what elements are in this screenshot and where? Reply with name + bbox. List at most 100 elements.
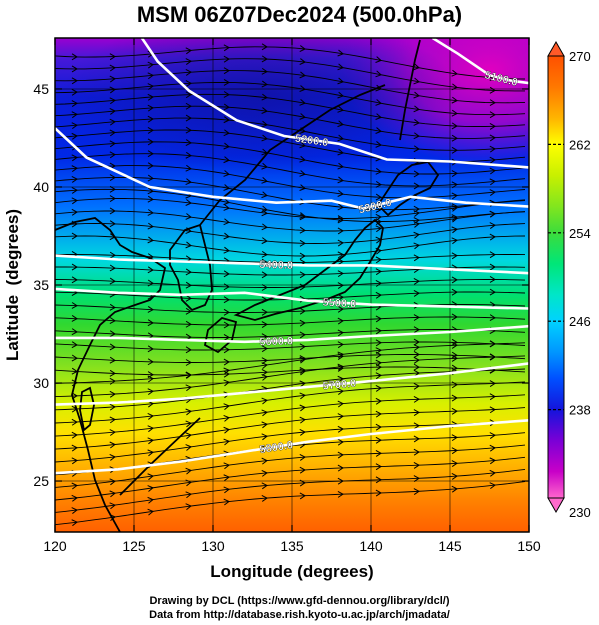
x-tick-label: 140 — [359, 538, 383, 554]
wind-arrow — [451, 351, 458, 359]
wind-arrow — [147, 496, 154, 504]
wind-arrow — [489, 469, 496, 477]
wind-arrow — [375, 384, 382, 392]
contour-line — [55, 287, 529, 310]
wind-arrow — [109, 207, 116, 215]
wind-arrow — [71, 77, 78, 85]
x-tick-label: 150 — [517, 538, 541, 554]
wind-arrow — [413, 91, 420, 99]
wind-arrow — [489, 353, 496, 361]
streamline — [55, 304, 526, 313]
colorbar-min-arrow — [547, 497, 565, 514]
wind-arrow — [147, 72, 154, 80]
wind-arrow — [413, 289, 420, 297]
wind-arrow — [489, 86, 496, 94]
wind-arrow — [223, 358, 230, 366]
wind-arrow — [109, 317, 116, 324]
coastline-kyushu — [203, 317, 238, 354]
wind-arrow — [299, 366, 306, 374]
wind-arrow — [413, 242, 420, 250]
wind-arrow — [299, 141, 306, 149]
wind-arrow — [109, 233, 116, 241]
wind-arrow — [413, 182, 420, 190]
wind-arrow — [299, 71, 306, 79]
wind-arrow — [451, 460, 458, 468]
wind-arrow — [223, 426, 230, 434]
wind-arrow — [147, 508, 154, 516]
wind-arrow — [147, 127, 154, 134]
wind-arrow — [109, 75, 116, 83]
wind-arrow — [261, 191, 268, 199]
wind-arrow — [413, 382, 420, 390]
wind-arrow — [185, 281, 192, 289]
streamline — [55, 354, 526, 363]
coastline-sakhalin — [399, 39, 421, 141]
wind-arrow — [109, 356, 116, 364]
wind-arrow — [489, 276, 496, 283]
wind-arrow — [223, 321, 230, 329]
wind-arrow — [375, 372, 382, 380]
streamline — [55, 198, 526, 219]
wind-arrow — [413, 314, 420, 321]
wind-arrow — [299, 355, 306, 362]
wind-arrow — [451, 252, 458, 260]
wind-arrow — [375, 99, 382, 106]
wind-arrow — [337, 134, 344, 142]
wind-arrow — [223, 218, 230, 226]
wind-arrow — [223, 379, 230, 387]
wind-arrow — [451, 214, 458, 221]
wind-arrow — [109, 429, 116, 436]
streamline — [55, 188, 526, 222]
wind-arrow — [109, 108, 116, 115]
wind-arrow — [109, 390, 116, 398]
wind-arrow — [185, 444, 192, 451]
contour-label: 5200.0 — [294, 133, 329, 150]
wind-arrow — [185, 58, 192, 65]
wind-arrow — [147, 209, 154, 216]
wind-arrow — [147, 358, 154, 366]
wind-arrow — [451, 146, 458, 154]
wind-arrow — [261, 433, 268, 441]
wind-arrow — [337, 464, 344, 472]
wind-arrow — [185, 151, 192, 159]
wind-arrow — [71, 494, 78, 502]
wind-arrow — [71, 276, 78, 284]
wind-arrow — [223, 415, 230, 422]
streamline — [55, 46, 526, 80]
wind-arrow — [109, 303, 116, 311]
wind-arrow — [185, 408, 192, 416]
coastline-korea — [169, 223, 213, 312]
cold-pool-north — [60, 38, 460, 175]
wind-arrow — [261, 205, 268, 213]
wind-arrow — [375, 397, 382, 405]
wind-arrow — [489, 251, 496, 259]
wind-arrow — [375, 56, 382, 63]
contour-label: 5400.0 — [259, 259, 293, 272]
wind-arrow — [451, 288, 458, 296]
wind-arrow — [375, 347, 382, 355]
wind-arrow — [261, 43, 268, 51]
wind-arrow — [375, 167, 382, 175]
wind-arrow — [71, 154, 78, 162]
wind-arrow — [337, 364, 344, 372]
wind-arrow — [337, 363, 344, 371]
wind-arrow — [299, 212, 306, 219]
wind-arrow — [223, 403, 230, 410]
wind-arrow — [261, 120, 268, 128]
wind-arrow — [185, 91, 192, 99]
streamline — [55, 210, 526, 232]
wind-arrow — [413, 448, 420, 456]
wind-arrow — [185, 268, 192, 276]
wind-arrow — [413, 475, 420, 482]
wind-arrow — [261, 421, 268, 429]
wind-arrow — [185, 359, 192, 366]
wind-arrow — [71, 341, 78, 349]
wind-arrow — [489, 393, 496, 401]
wind-arrow — [337, 425, 344, 433]
wind-arrow — [261, 482, 268, 490]
wind-arrow — [337, 227, 344, 235]
x-tick-label: 135 — [280, 538, 304, 554]
y-axis: 25 30 35 40 45 — [33, 81, 529, 489]
wind-arrow — [147, 138, 154, 146]
wind-arrow — [109, 490, 116, 498]
